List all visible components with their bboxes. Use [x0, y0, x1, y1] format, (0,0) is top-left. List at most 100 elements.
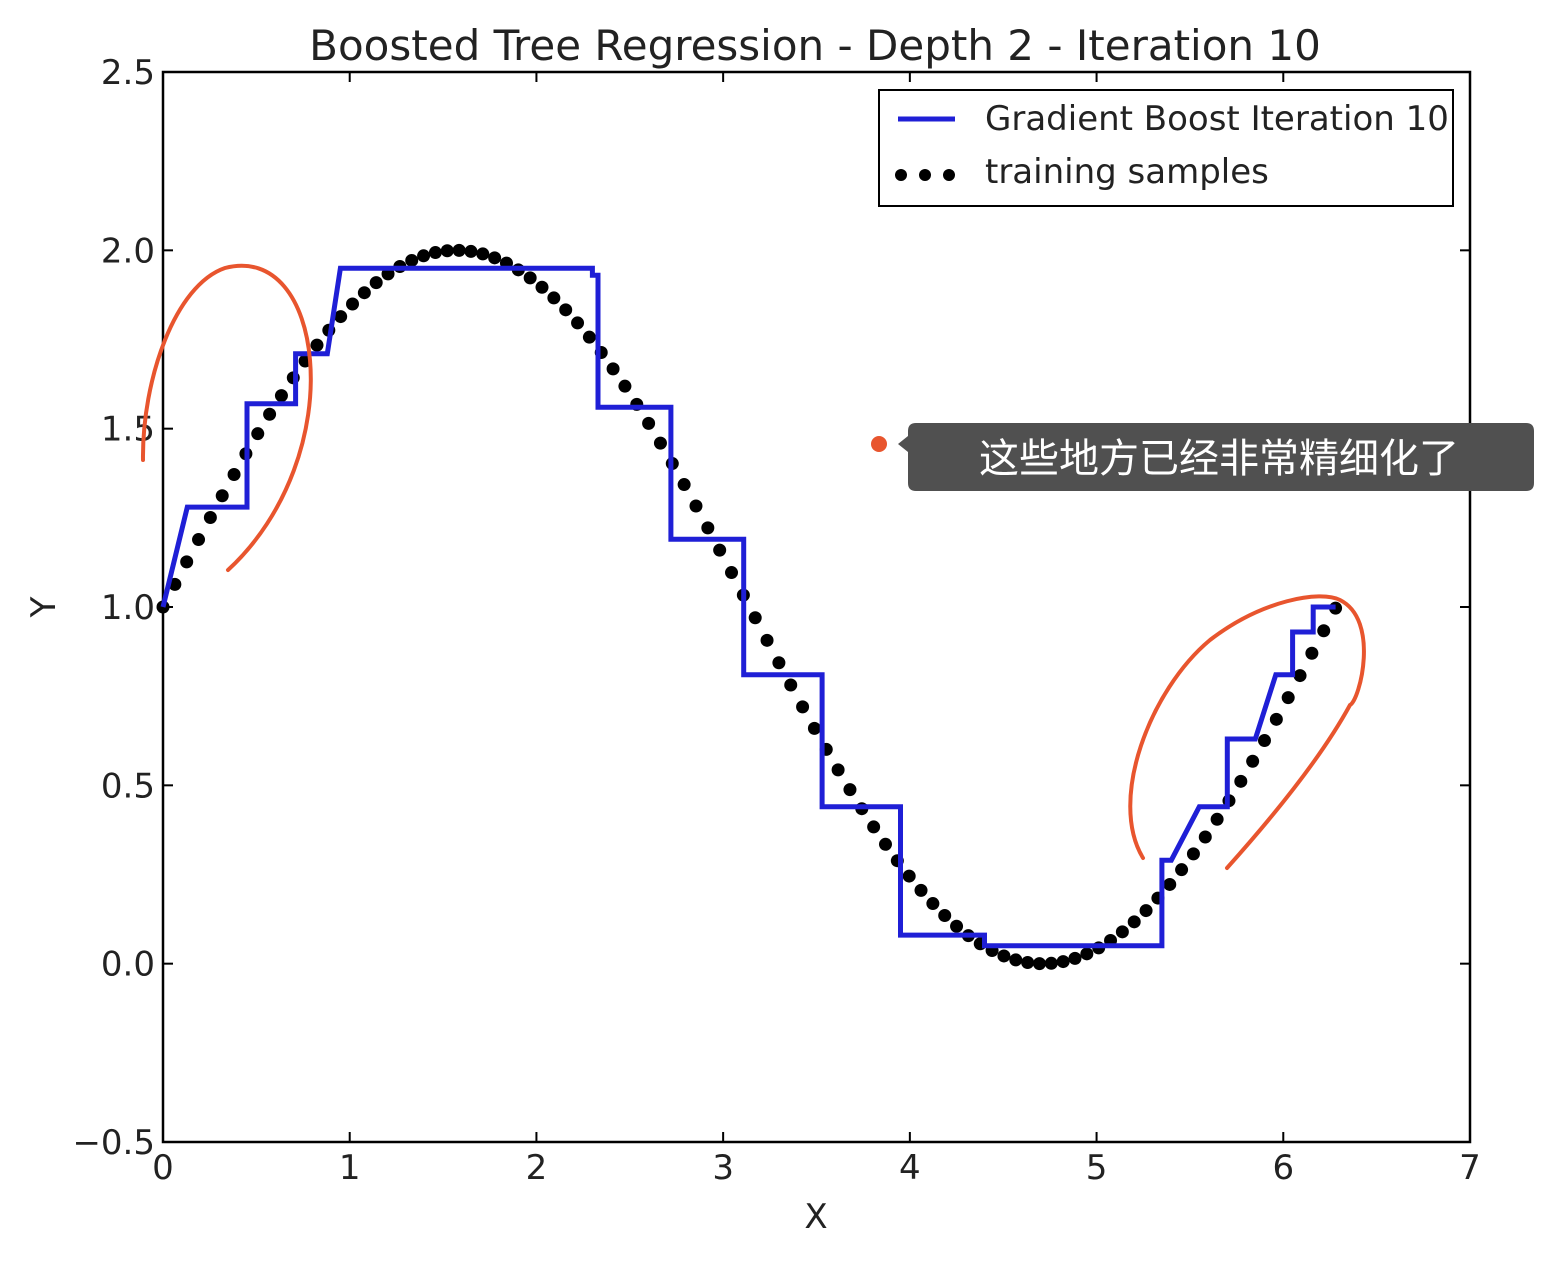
data-point	[618, 379, 632, 393]
data-point	[452, 243, 466, 257]
data-point	[950, 919, 964, 933]
data-point	[784, 678, 798, 692]
data-point	[346, 297, 360, 311]
data-point	[1317, 624, 1331, 638]
data-point	[1186, 847, 1200, 861]
data-point	[417, 249, 431, 263]
series-gradient-boost-line	[160, 265, 1336, 949]
data-point	[227, 468, 241, 482]
data-point	[843, 783, 857, 797]
data-point	[334, 310, 348, 324]
data-point	[1068, 951, 1082, 965]
data-point	[251, 427, 265, 441]
data-point	[1044, 956, 1058, 970]
series-layer	[156, 243, 1343, 971]
x-axis-label: X	[804, 1197, 827, 1237]
data-point	[1080, 947, 1094, 961]
data-point	[1163, 877, 1177, 891]
data-point	[1281, 691, 1295, 705]
callout-text: 这些地方已经非常精细化了	[979, 436, 1459, 482]
legend-label-boost: Gradient Boost Iteration 10	[985, 99, 1449, 139]
data-point	[1293, 669, 1307, 683]
callout: 这些地方已经非常精细化了	[871, 423, 1534, 491]
data-point	[428, 246, 442, 260]
data-point	[192, 533, 206, 547]
data-point	[464, 244, 478, 258]
data-point	[180, 555, 194, 569]
data-point	[523, 271, 537, 285]
data-point	[926, 897, 940, 911]
data-point	[369, 276, 383, 290]
chart-title: Boosted Tree Regression - Depth 2 - Iter…	[309, 21, 1321, 70]
legend-dot-swatch	[943, 169, 955, 181]
data-point	[689, 499, 703, 513]
data-point	[713, 543, 727, 557]
annotations: 这些地方已经非常精细化了	[140, 263, 1534, 870]
data-point	[476, 247, 490, 261]
data-point	[310, 338, 324, 352]
data-point	[748, 611, 762, 625]
y-tick-label: −0.5	[72, 1123, 155, 1163]
data-point	[1175, 863, 1189, 877]
freehand-circle-left	[140, 263, 313, 572]
legend-dot-swatch	[895, 169, 907, 181]
data-point	[653, 436, 667, 450]
data-point	[1234, 774, 1248, 788]
data-point	[642, 416, 656, 430]
y-axis-label: Y	[24, 596, 64, 618]
x-tick-label: 5	[1086, 1148, 1108, 1188]
data-point	[1127, 915, 1141, 929]
data-point	[1021, 955, 1035, 969]
data-point	[807, 721, 821, 735]
legend-frame	[878, 89, 1454, 207]
data-point	[203, 510, 217, 524]
legend-label-samples: training samples	[985, 152, 1269, 192]
data-point	[571, 316, 585, 330]
data-point	[938, 909, 952, 923]
data-point	[606, 362, 620, 376]
data-point	[831, 763, 845, 777]
data-point	[405, 253, 419, 267]
x-tick-label: 6	[1272, 1148, 1294, 1188]
data-point	[867, 820, 881, 834]
data-point	[547, 291, 561, 305]
data-point	[1258, 734, 1272, 748]
data-point	[725, 566, 739, 580]
data-point	[997, 949, 1011, 963]
x-tick-label: 2	[526, 1148, 548, 1188]
x-tick-label: 0	[152, 1148, 174, 1188]
data-point	[772, 656, 786, 670]
data-point	[677, 478, 691, 492]
data-point	[1198, 830, 1212, 844]
axis-ticks	[162, 71, 1471, 1143]
data-point	[1115, 925, 1129, 939]
data-point	[1210, 812, 1224, 826]
data-point	[535, 280, 549, 294]
data-point	[878, 837, 892, 851]
data-point	[440, 244, 454, 258]
legend: Gradient Boost Iteration 10 training sam…	[878, 89, 1454, 207]
data-point	[914, 883, 928, 897]
x-tick-label: 1	[339, 1148, 361, 1188]
data-point	[1139, 904, 1153, 918]
data-point	[357, 286, 371, 300]
data-point	[559, 303, 573, 317]
data-point	[582, 330, 596, 344]
data-point	[488, 251, 502, 265]
data-point	[1269, 712, 1283, 726]
y-tick-label: 2.5	[101, 53, 155, 93]
axis-tick-labels: 0 1 2 3 4 5 6 7−0.50.00.51.01.52.02.5	[72, 53, 1480, 1188]
callout-bubble	[898, 423, 1534, 491]
y-tick-label: 0.5	[101, 766, 155, 806]
data-point	[701, 521, 715, 535]
x-tick-label: 7	[1459, 1148, 1481, 1188]
data-point	[1056, 955, 1070, 969]
data-point	[796, 700, 810, 714]
data-point	[1009, 953, 1023, 967]
y-tick-label: 1.0	[101, 588, 155, 628]
callout-marker	[871, 436, 887, 452]
data-point	[215, 489, 229, 503]
legend-dot-swatch	[919, 169, 931, 181]
